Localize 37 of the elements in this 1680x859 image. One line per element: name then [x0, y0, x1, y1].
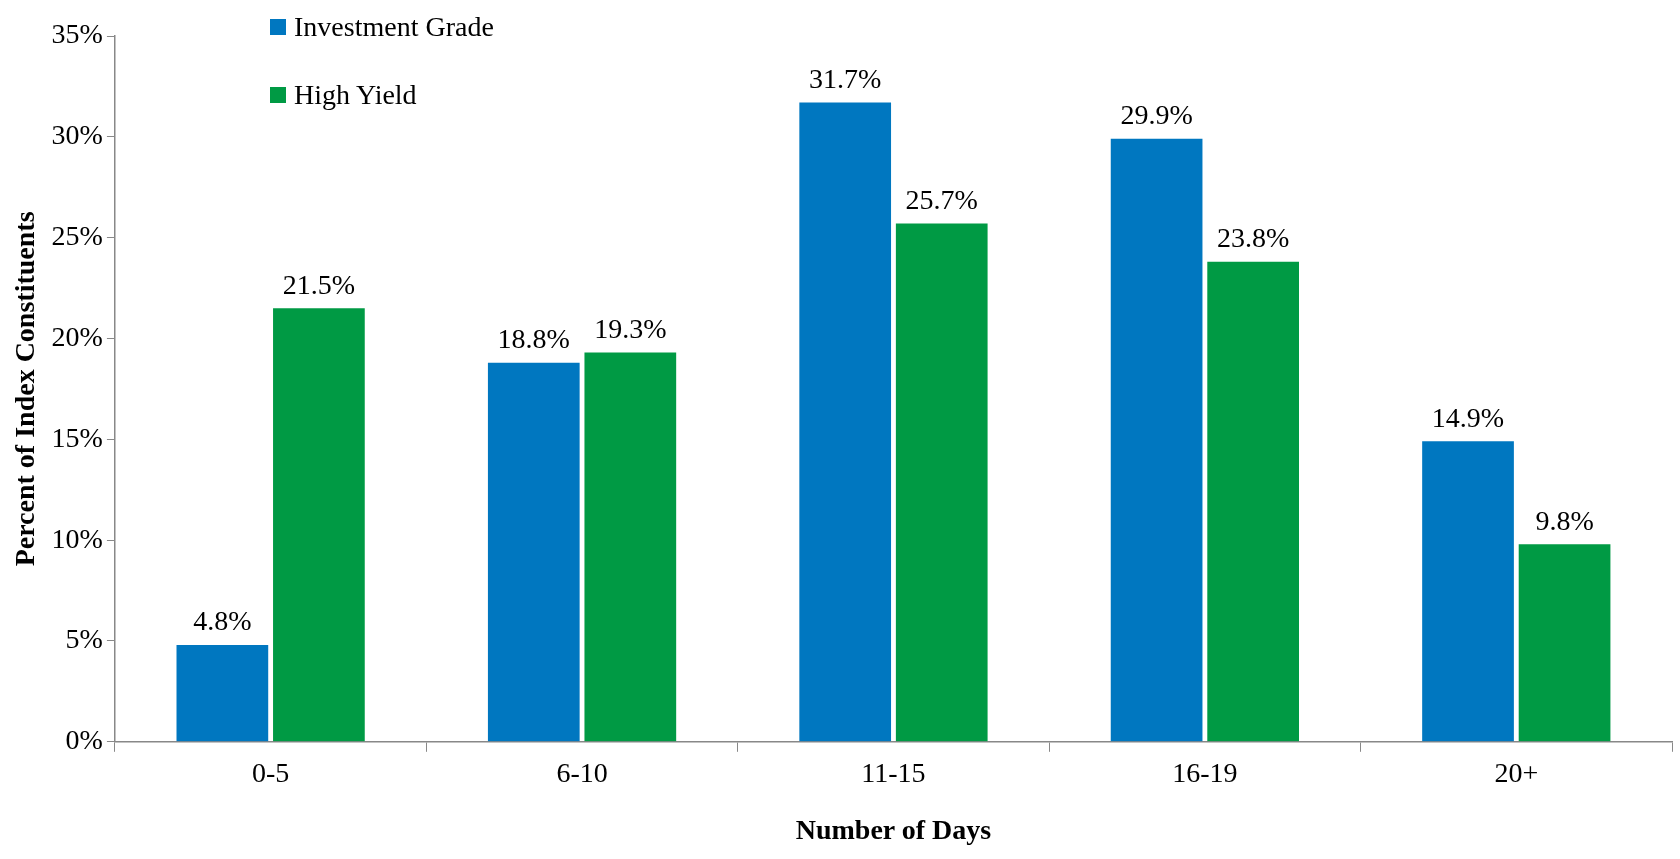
data-label: 4.8% [193, 605, 252, 637]
legend-label: High Yield [294, 79, 417, 111]
y-axis-title: Percent of Index Constituents [9, 211, 41, 567]
bar [1110, 138, 1203, 742]
bar [799, 102, 892, 742]
y-tick-label: 5% [65, 623, 103, 655]
bar [176, 645, 269, 742]
y-tick-label: 30% [51, 119, 103, 151]
data-label: 19.3% [594, 312, 667, 344]
y-tick-label: 10% [51, 522, 103, 554]
bar [1518, 544, 1611, 742]
x-tick-label: 11-15 [861, 756, 926, 788]
data-label: 9.8% [1535, 504, 1594, 536]
data-label: 14.9% [1431, 401, 1505, 433]
bar [487, 362, 580, 742]
y-tick-label: 20% [51, 320, 103, 352]
data-label: 29.9% [1120, 99, 1193, 131]
data-label: 25.7% [905, 183, 978, 215]
bar [895, 223, 988, 742]
legend-label: Investment Grade [294, 11, 494, 43]
x-tick-label: 6-10 [556, 756, 608, 788]
data-label: 31.7% [809, 62, 882, 94]
x-tick-label: 0-5 [251, 756, 290, 788]
x-tick-label: 16-19 [1172, 756, 1238, 788]
data-label: 23.8% [1216, 222, 1290, 254]
y-tick-label: 15% [51, 421, 103, 453]
data-label: 18.8% [497, 323, 570, 355]
bar [273, 308, 365, 742]
bar [1422, 441, 1514, 742]
y-tick-label: 25% [51, 220, 103, 252]
bar [1207, 261, 1299, 742]
y-tick-label: 0% [65, 724, 103, 756]
data-label: 21.5% [282, 268, 356, 300]
x-axis-title: Number of Days [795, 814, 992, 846]
bar [584, 352, 677, 742]
x-tick-label: 20+ [1494, 756, 1539, 788]
y-tick-label: 35% [51, 18, 103, 50]
